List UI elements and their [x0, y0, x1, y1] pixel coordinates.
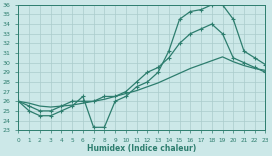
X-axis label: Humidex (Indice chaleur): Humidex (Indice chaleur)	[87, 144, 197, 153]
